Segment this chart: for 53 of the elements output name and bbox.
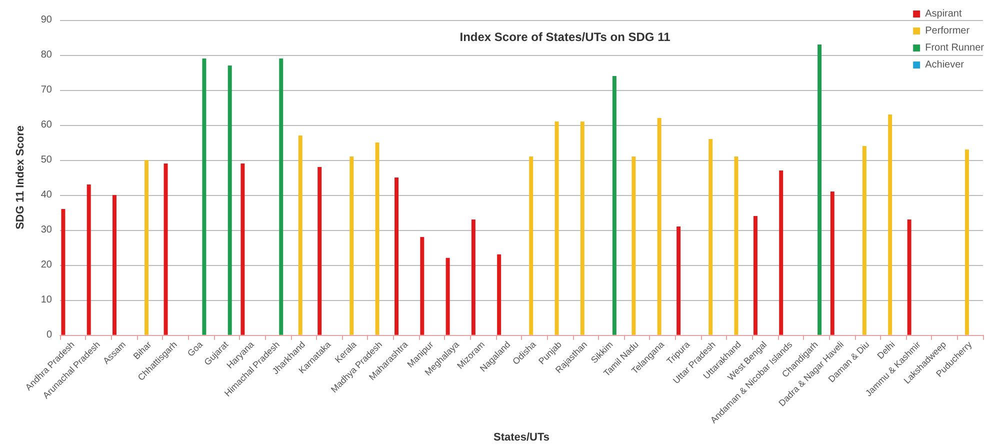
y-tick-label: 0 (46, 329, 52, 340)
bar (964, 149, 969, 335)
bar (888, 114, 892, 335)
bar (202, 58, 206, 335)
legend-label: Front Runner (925, 42, 985, 54)
bar (580, 121, 584, 335)
bar (753, 216, 758, 335)
bar (240, 163, 245, 335)
bar (734, 156, 738, 335)
legend-label: Performer (925, 26, 970, 36)
bar (318, 166, 322, 335)
y-axis-title: SDG 11 Index Score (14, 125, 26, 230)
legend-label: Achiever (925, 60, 965, 70)
y-tick-label: 60 (40, 119, 52, 130)
bar (632, 156, 636, 335)
bar (554, 121, 559, 335)
bar (471, 219, 476, 335)
bar (144, 160, 149, 335)
x-axis-title: States/UTs (493, 432, 550, 444)
bar (375, 142, 380, 335)
bar (818, 44, 822, 335)
legend-label: Aspirant (925, 8, 962, 20)
bar (61, 208, 66, 335)
bar (298, 135, 302, 335)
text: Index Score of States/UTs on SDG 11 (460, 30, 671, 44)
y-tick-label: 40 (40, 189, 52, 200)
bar (612, 76, 616, 335)
bar (420, 236, 424, 335)
bar (446, 258, 450, 335)
bar (830, 191, 834, 335)
bar (112, 194, 116, 335)
bar (394, 177, 399, 335)
bar (497, 254, 502, 335)
bar (676, 226, 681, 335)
y-tick-label: 80 (40, 49, 52, 60)
bar (164, 163, 168, 335)
y-tick-label: 90 (40, 14, 52, 26)
bar (86, 184, 91, 335)
y-tick-label: 30 (40, 224, 52, 236)
y-tick-label: 70 (40, 84, 52, 96)
bar (228, 65, 232, 335)
x-tick-label: Goa (185, 339, 205, 358)
bar (708, 138, 713, 335)
bar (529, 156, 534, 335)
y-tick-label: 50 (40, 154, 52, 166)
bar (350, 156, 354, 335)
y-tick-label: 10 (40, 294, 52, 306)
bar (779, 170, 784, 335)
bar (907, 219, 912, 335)
y-tick-label: 20 (40, 259, 52, 270)
bar (862, 146, 866, 335)
bar (279, 58, 284, 335)
bar (657, 118, 662, 335)
